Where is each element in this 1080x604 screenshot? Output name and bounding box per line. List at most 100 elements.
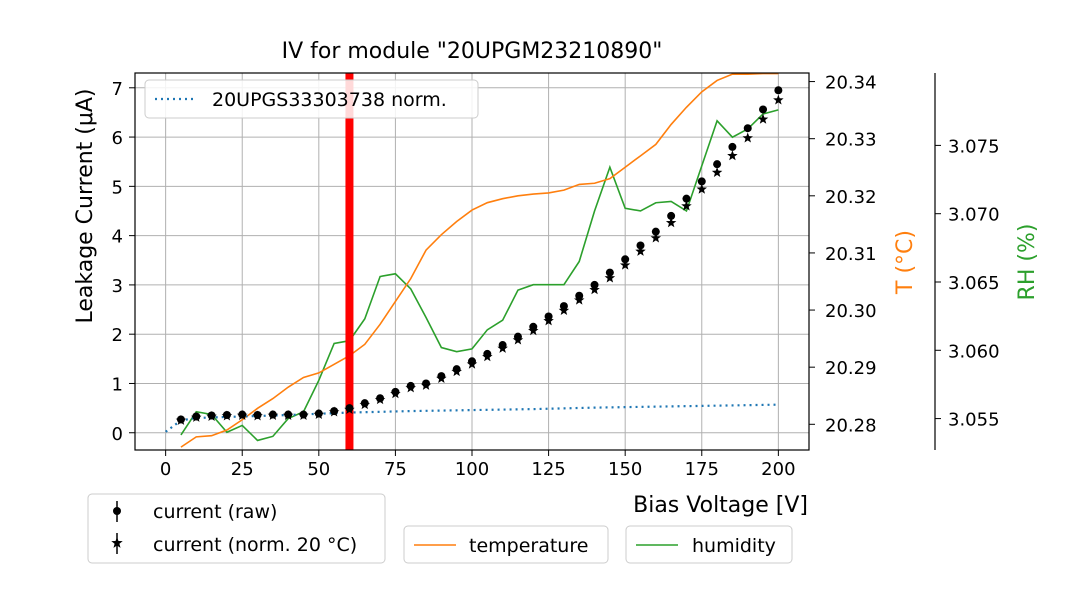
norm-current-point [727,150,738,161]
norm-current-point [252,410,263,421]
norm-current-point [466,358,478,369]
norm-current-point [665,217,677,228]
norm-current-point [512,334,524,345]
raw-current-point [667,211,676,220]
norm-current-point [574,294,585,305]
humidity-tick-label: 3.060 [948,341,1000,362]
x-tick-label: 0 [160,459,171,480]
temperature-line [180,73,779,448]
y-tick-label: 7 [112,79,123,100]
legend-temperature-label: temperature [469,535,588,557]
raw-current-point [697,177,706,186]
raw-current-point [682,194,691,203]
temperature-tick-label: 20.28 [825,415,877,436]
temperature-tick-label: 20.33 [825,130,877,151]
humidity-tick-label: 3.070 [948,205,1000,226]
norm-current-point [328,406,340,417]
norm-current-point [374,394,386,405]
legend-norm-label: current (norm. 20 °C) [153,534,357,556]
norm-current-point [650,232,662,243]
norm-current-point [206,410,217,421]
humidity-line [180,109,779,442]
chart-title: IV for module "20UPGM23210890" [282,39,663,64]
x-tick-label: 125 [531,459,565,480]
norm-current-point [681,200,692,211]
grid-lines [135,73,809,450]
norm-current-point [773,94,784,105]
humidity-axis-label: RH (%) [1015,224,1040,301]
y-axis-label: Leakage Current (μA) [73,88,98,323]
legend-raw-marker [113,507,121,515]
norm-current-point [221,410,233,421]
norm-current-point [405,382,416,393]
norm-current-point [451,366,462,377]
norm-current-point [604,272,616,283]
temperature-tick-label: 20.30 [825,301,877,322]
raw-current-point [728,142,737,151]
raw-current-point [759,105,768,114]
y-tick-label: 6 [112,128,123,149]
norm-current-point [711,167,723,177]
humidity-tick-label: 3.065 [948,273,1000,294]
raw-current-point [621,255,630,264]
raw-current-point [636,241,645,250]
x-tick-label: 75 [384,459,407,480]
raw-current-point [743,124,752,133]
legend-humidity: humidity [625,525,793,564]
legend-reference: 20UPGS33303738 norm. [144,79,479,119]
norm-current-point [359,399,370,410]
x-tick-label: 25 [231,459,254,480]
y-tick-label: 3 [112,276,123,297]
y-tick-label: 5 [112,177,123,198]
legend-temperature: temperature [403,525,609,564]
x-tick-label: 150 [608,459,642,480]
y-tick-label: 0 [112,424,123,445]
norm-current-point [589,284,600,295]
x-tick-label: 200 [761,459,795,480]
raw-current-point [713,160,722,169]
norm-current-point [528,325,539,336]
norm-current-point [635,245,646,256]
norm-current-point [313,409,325,419]
x-tick-label: 50 [307,459,330,480]
norm-current-point [558,305,570,315]
norm-current-point [191,411,202,422]
y-tick-label: 1 [112,374,123,395]
norm-current-point [390,388,401,399]
norm-current-point [742,132,753,143]
humidity-tick-label: 3.075 [948,136,1000,157]
raw-current-point [774,86,783,95]
norm-current-point [696,183,707,194]
norm-current-point [757,113,769,124]
humidity-tick-label: 3.055 [948,410,1000,431]
x-tick-label: 175 [685,459,719,480]
x-axis-label: Bias Voltage [V] [633,493,808,518]
norm-current-point [267,410,279,420]
norm-current-point [175,414,187,425]
norm-current-point [298,410,309,420]
temperature-tick-label: 20.31 [825,244,877,265]
norm-current-point [619,259,631,270]
y-tick-label: 2 [112,325,123,346]
legend-reference-label: 20UPGS33303738 norm. [212,89,447,111]
plot-content [164,73,784,450]
temperature-axis-label: T (°C) [893,230,918,295]
norm-current-point [497,342,508,353]
temperature-tick-label: 20.34 [825,73,877,94]
y-tick-label: 4 [112,227,123,248]
norm-current-point [420,379,432,390]
legend-norm-marker [111,537,123,548]
temperature-tick-label: 20.29 [825,358,877,379]
norm-current-point [237,410,248,420]
legend-raw-label: current (raw) [153,501,277,523]
norm-current-point [344,404,355,415]
raw-current-point [651,227,660,236]
axes: 0 25 50 75 100 125 150 175 200 0 1 2 3 4 5 6 7 20.28 20.29… [112,73,1000,480]
x-tick-label: 100 [455,459,489,480]
norm-current-point [482,351,493,362]
legend-humidity-label: humidity [692,535,776,557]
legend-currents: current (raw) current (norm. 20 °C) [87,493,386,564]
norm-current-point [436,373,447,383]
